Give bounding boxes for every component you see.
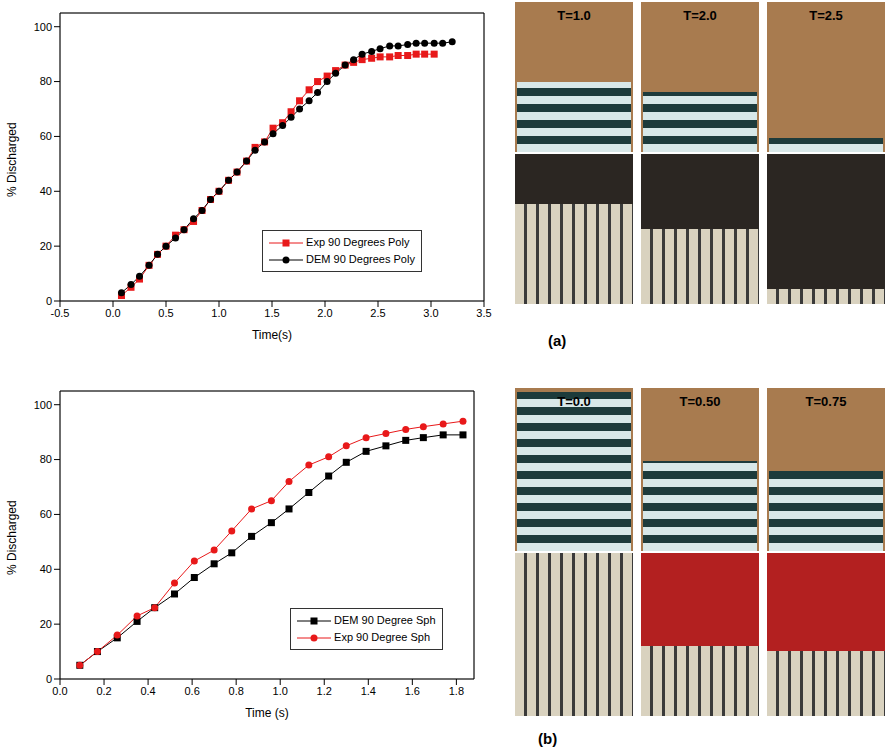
svg-text:40: 40: [40, 563, 52, 575]
html-text:DEM 90 Degrees Poly: DEM 90 Degrees Poly: [306, 253, 415, 265]
svg-text:100: 100: [34, 21, 52, 33]
svg-text:80: 80: [40, 75, 52, 87]
svg-text:3.5: 3.5: [476, 307, 491, 319]
svg-text:40: 40: [40, 185, 52, 197]
svg-text:80: 80: [40, 453, 52, 465]
html-text:T=1.0: T=1.0: [557, 8, 591, 23]
svg-text:0.0: 0.0: [52, 685, 67, 697]
svg-text:1.8: 1.8: [449, 685, 464, 697]
svg-text:0.4: 0.4: [140, 685, 155, 697]
svg-text:1.2: 1.2: [317, 685, 332, 697]
svg-text:1.6: 1.6: [405, 685, 420, 697]
svg-text:1.5: 1.5: [264, 307, 279, 319]
svg-text:Time(s): Time(s): [252, 328, 292, 342]
svg-text:0.6: 0.6: [184, 685, 199, 697]
html-text:T=2.5: T=2.5: [809, 8, 843, 23]
html-text:T=0.0: T=0.0: [557, 394, 591, 409]
svg-text:0: 0: [46, 673, 52, 685]
html-text:DEM 90 Degree Sph: DEM 90 Degree Sph: [334, 614, 436, 626]
html-text:Exp 90 Degrees Poly: Exp 90 Degrees Poly: [306, 236, 410, 248]
svg-text:0.2: 0.2: [96, 685, 111, 697]
svg-text:% Discharged: % Discharged: [5, 500, 19, 575]
svg-text:2.0: 2.0: [317, 307, 332, 319]
html-text:T=0.50: T=0.50: [679, 394, 721, 409]
html-text:T=2.0: T=2.0: [683, 8, 717, 23]
svg-text:20: 20: [40, 240, 52, 252]
svg-text:100: 100: [34, 399, 52, 411]
html-text:(a): (a): [548, 332, 567, 349]
html-text:T=0.75: T=0.75: [805, 394, 847, 409]
svg-text:20: 20: [40, 618, 52, 630]
svg-text:Time (s): Time (s): [245, 706, 289, 720]
svg-text:1.0: 1.0: [211, 307, 226, 319]
svg-text:% Discharged: % Discharged: [5, 122, 19, 197]
svg-text:0: 0: [46, 295, 52, 307]
svg-text:60: 60: [40, 130, 52, 142]
svg-text:-0.5: -0.5: [51, 307, 70, 319]
svg-text:60: 60: [40, 508, 52, 520]
html-text:(b): (b): [538, 730, 558, 747]
svg-text:0.5: 0.5: [158, 307, 173, 319]
svg-text:3.0: 3.0: [423, 307, 438, 319]
html-text:Exp 90 Degree Sph: Exp 90 Degree Sph: [334, 631, 431, 643]
svg-text:0.8: 0.8: [229, 685, 244, 697]
svg-text:1.4: 1.4: [361, 685, 376, 697]
svg-text:0.0: 0.0: [105, 307, 120, 319]
svg-text:1.0: 1.0: [273, 685, 288, 697]
svg-text:2.5: 2.5: [370, 307, 385, 319]
